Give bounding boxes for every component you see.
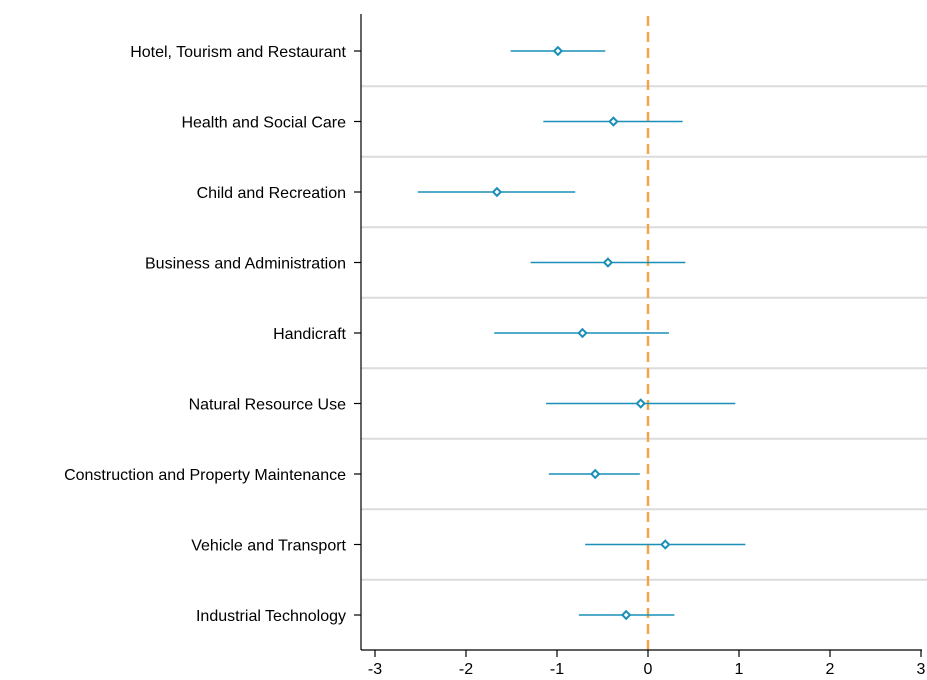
x-axis-ticks: -3 -2 -1 0 1 2 3: [368, 650, 926, 678]
category-label: Health and Social Care: [181, 115, 346, 132]
point-estimate-marker: [577, 327, 588, 339]
x-tick-label: 0: [644, 661, 653, 678]
category-label: Vehicle and Transport: [191, 538, 346, 555]
x-tick-label: -2: [459, 661, 473, 678]
x-tick-label: 1: [735, 661, 744, 678]
x-tick-label: 2: [826, 661, 835, 678]
point-estimate-marker: [491, 186, 503, 198]
category-label: Business and Administration: [145, 256, 346, 273]
category-label: Natural Resource Use: [189, 397, 347, 414]
point-estimate-marker: [552, 45, 564, 57]
category-label: Hotel, Tourism and Restaurant: [130, 44, 346, 61]
point-estimates: [491, 45, 671, 621]
point-estimate-marker: [660, 539, 671, 550]
axes: [354, 14, 922, 651]
category-label: Construction and Property Maintenance: [64, 467, 346, 484]
point-estimate-marker: [635, 398, 646, 409]
category-separators: [361, 85, 927, 581]
category-labels: Hotel, Tourism and Restaurant Health and …: [64, 44, 346, 625]
x-tick-label: 3: [917, 661, 926, 678]
x-tick-label: -1: [550, 661, 564, 678]
point-estimate-marker: [620, 609, 632, 621]
category-label: Handicraft: [273, 326, 346, 343]
category-label: Child and Recreation: [197, 185, 346, 202]
point-estimate-marker: [590, 468, 601, 480]
point-estimate-marker: [608, 116, 619, 127]
x-tick-label: -3: [368, 661, 382, 678]
point-estimate-marker: [602, 257, 614, 268]
category-label: Industrial Technology: [196, 608, 346, 625]
